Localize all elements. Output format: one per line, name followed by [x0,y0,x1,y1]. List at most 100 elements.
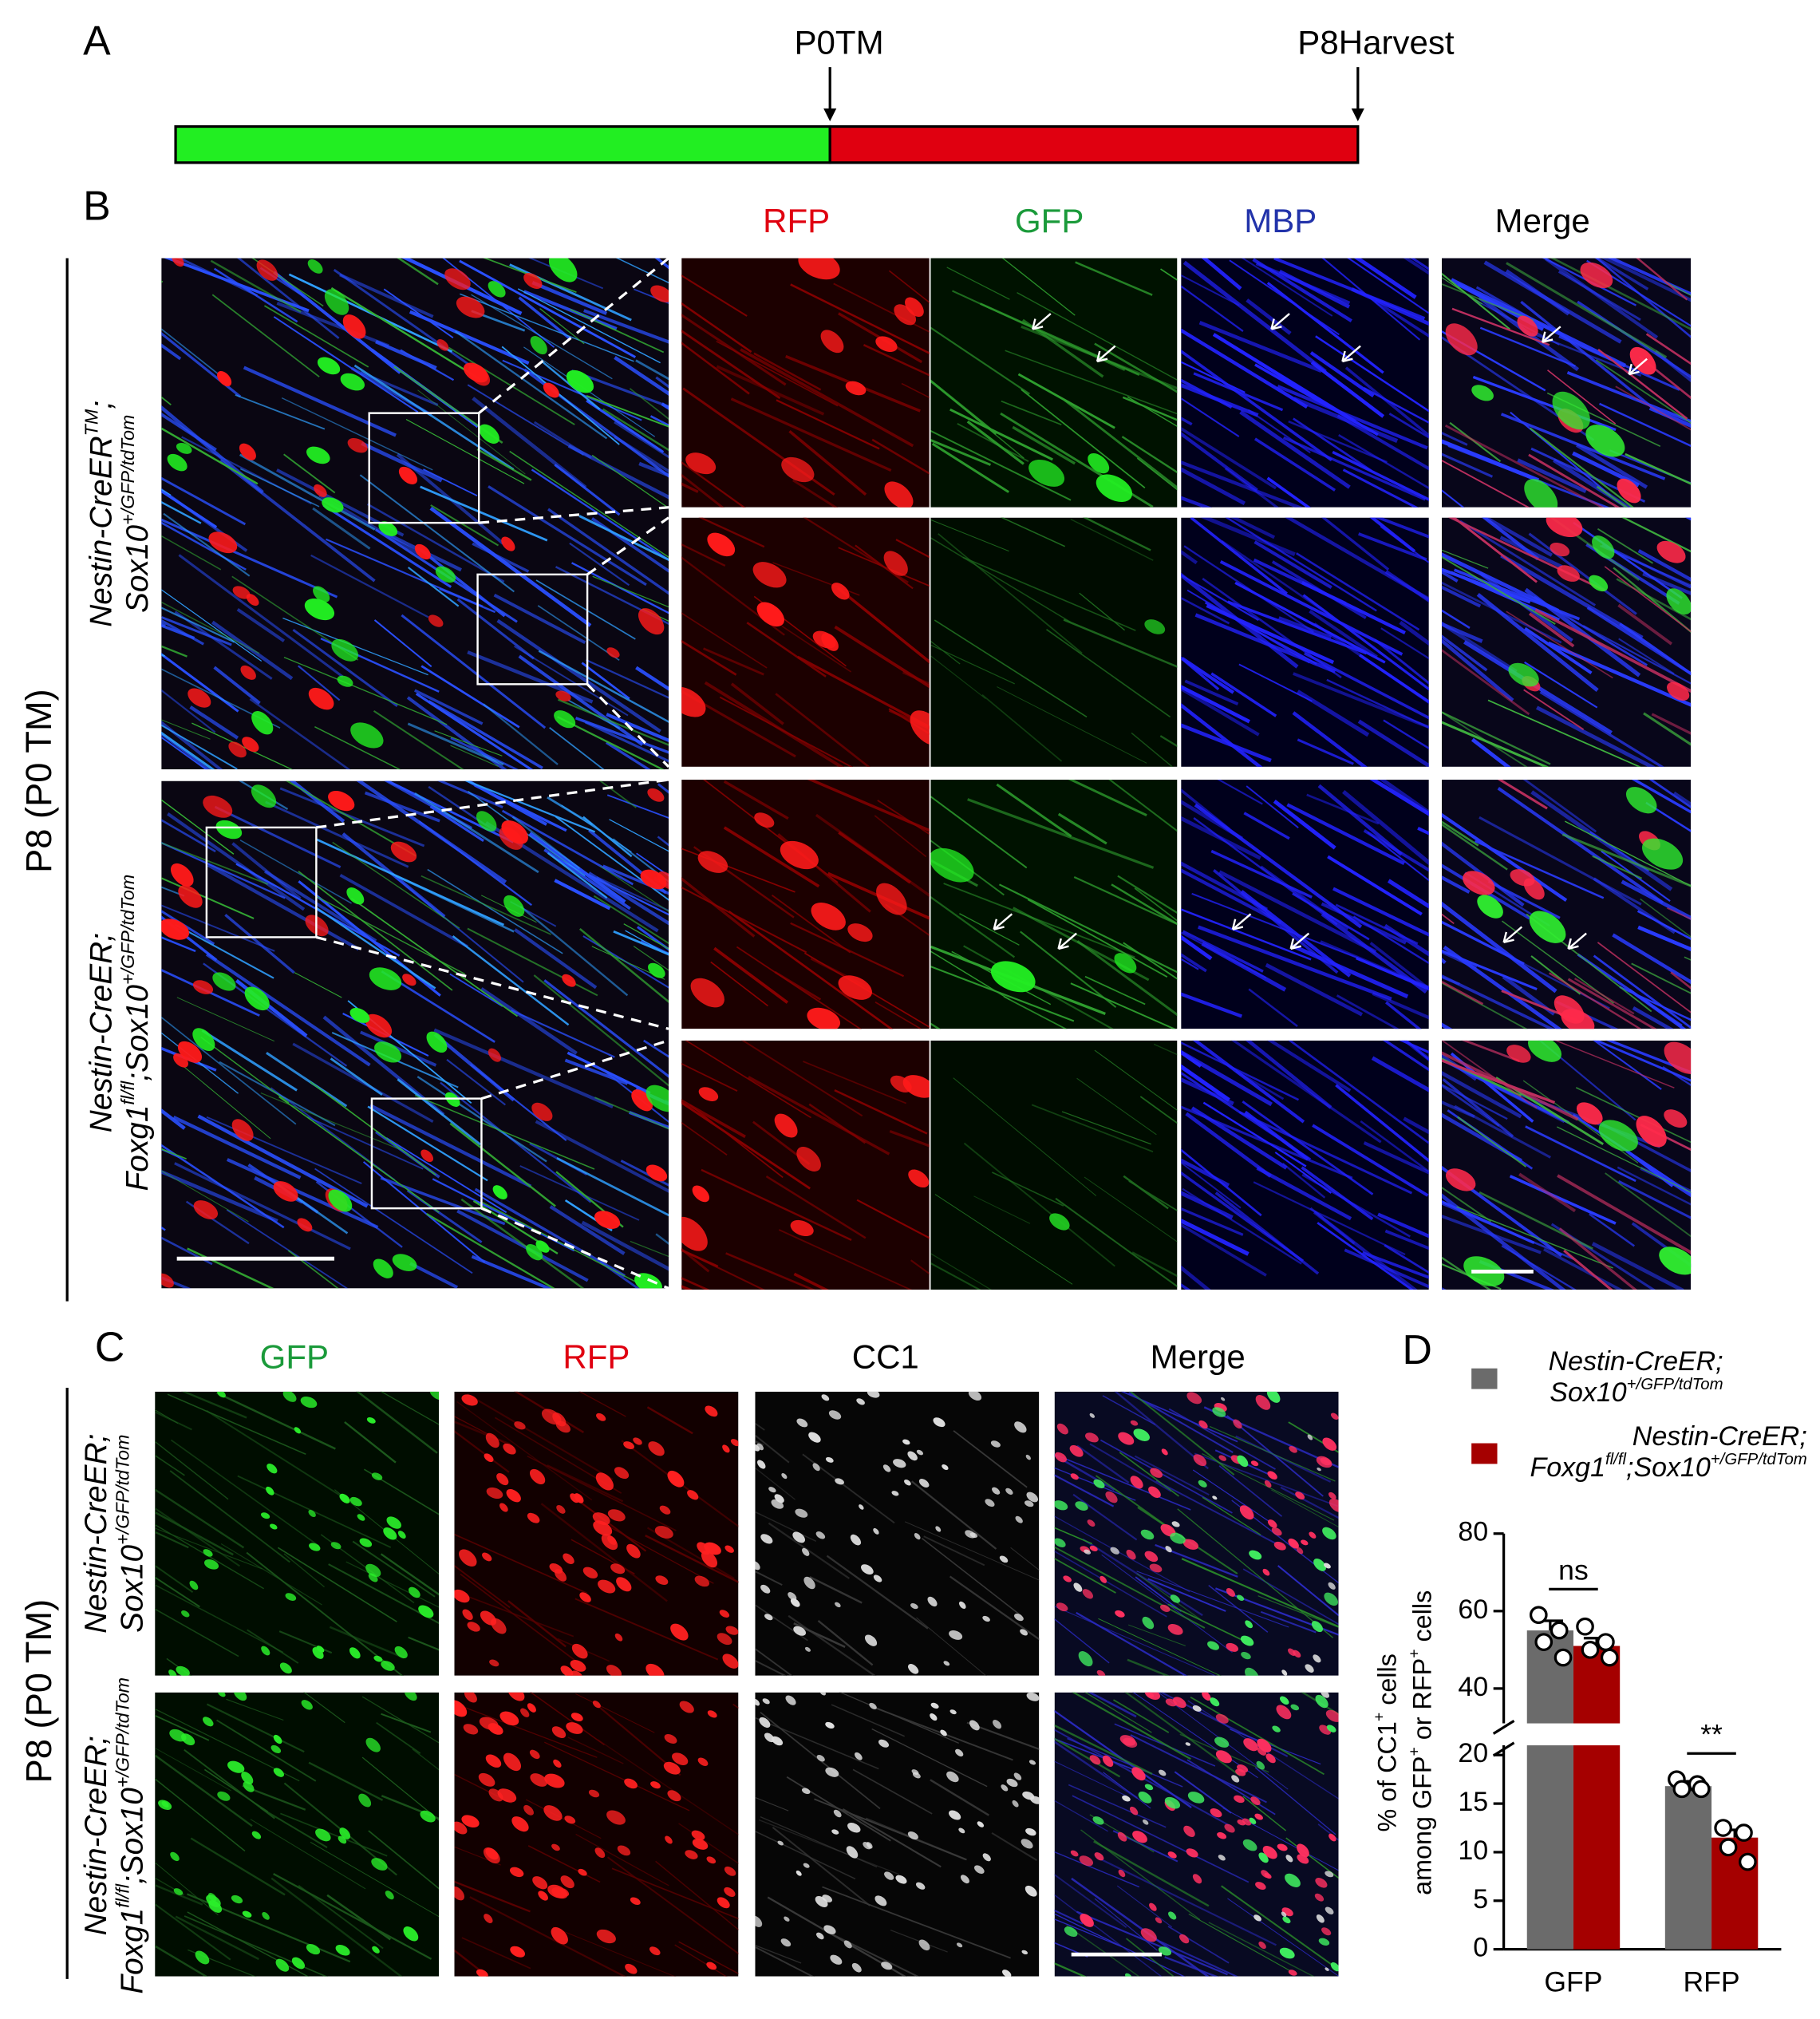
cell [1617,478,1641,504]
cell [958,1827,965,1834]
cell [1240,1635,1254,1646]
fiber [1586,606,1692,676]
fiber [1181,1105,1353,1179]
fiber [397,258,439,286]
fiber [1124,1692,1242,1777]
cell [707,532,736,557]
fiber [681,314,787,386]
fiber [409,1262,459,1289]
cell [1239,1505,1254,1520]
cell [1325,1906,1334,1914]
cell [927,1596,938,1607]
fiber [1181,657,1234,694]
fiber [625,930,669,956]
fiber [1181,549,1198,565]
cell [1215,1713,1229,1724]
cell [801,1788,811,1795]
fiber [226,1158,379,1229]
cell [882,1464,891,1472]
fiber [1136,457,1178,491]
fiber [282,617,428,676]
fiber [1312,1124,1429,1197]
cell [215,820,243,840]
cell [722,1654,739,1669]
cell [905,297,924,317]
text-segment: Foxg1 [120,1105,155,1191]
cell [1265,1753,1276,1764]
fiber [326,538,484,607]
cell [461,1394,478,1406]
fiber [614,355,669,396]
fiber [1266,282,1384,374]
fiber [681,482,699,493]
fiber [910,1259,930,1275]
fiber [1631,962,1692,994]
fiber [1181,800,1244,840]
fiber [1479,816,1642,906]
cell [645,1663,665,1676]
fiber [161,1276,191,1289]
cell [383,1527,397,1540]
fiber [213,267,298,323]
fiber [1651,713,1692,735]
cell [192,980,214,994]
cell [1326,1725,1336,1733]
fiber [440,1081,592,1203]
micrograph [1181,517,1429,767]
cell [335,1944,350,1956]
cell [1328,1833,1336,1842]
fiber [344,1421,397,1464]
micrograph [1054,1692,1339,1977]
fiber [1662,1066,1692,1086]
fiber [380,1553,440,1596]
fiber [1441,585,1482,608]
cell [1471,385,1494,401]
fiber [1441,609,1471,629]
cell [816,1754,825,1762]
fiber [214,805,341,868]
fiber [359,474,515,593]
fiber [973,1195,1031,1224]
fiber [1210,672,1277,717]
y-axis-label: among GFP+ or RFP+ cells [1405,1590,1435,1895]
fiber [188,1949,256,1977]
fiber [1100,1439,1233,1514]
fiber [1313,1211,1418,1290]
fiber [1377,1212,1429,1239]
fiber [205,953,371,1067]
fiber [1344,366,1429,437]
fiber [1181,1265,1211,1290]
cell [217,1692,226,1697]
cell [1221,1397,1226,1401]
fiber [1054,1550,1167,1618]
fiber [281,397,433,471]
cell [291,1957,306,1970]
cell [172,258,184,267]
fiber [681,473,724,508]
cell [1233,1419,1242,1429]
fiber [1186,1759,1276,1816]
cell [1015,1515,1023,1523]
cell [859,1504,864,1510]
fiber [953,1430,1028,1488]
fiber [1456,1206,1613,1269]
fiber [614,435,669,473]
fiber [1524,661,1598,709]
fiber [923,1535,985,1567]
fiber [1631,1222,1692,1267]
cell [241,1772,254,1784]
cell [306,1943,321,1955]
fiber [1317,784,1403,856]
cell [755,1560,760,1571]
cell [1285,1855,1293,1863]
fiber [1134,1455,1210,1496]
cell [847,1823,861,1833]
cell [757,1460,766,1469]
fiber [1257,1595,1339,1628]
fiber [456,1209,589,1282]
cell [1255,1395,1271,1410]
fiber [161,733,211,770]
cell [1168,1911,1177,1920]
fiber [1617,603,1673,646]
zoom-line [479,506,669,524]
